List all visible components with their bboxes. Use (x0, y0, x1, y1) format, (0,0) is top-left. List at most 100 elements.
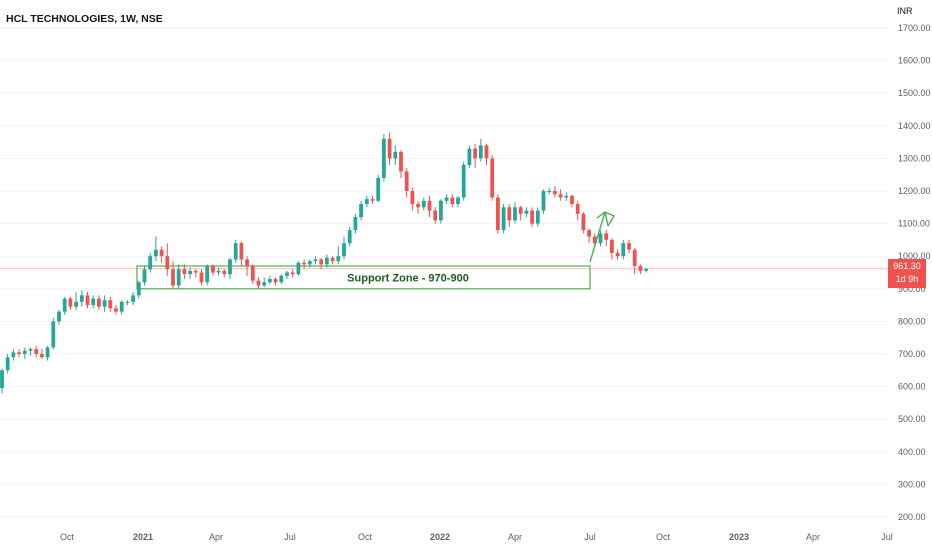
candle-up (74, 292, 78, 310)
candle-down (427, 195, 432, 218)
candle-down (604, 230, 609, 247)
candle-body (632, 249, 637, 266)
candle-down (222, 269, 227, 278)
candle-body (364, 199, 369, 205)
candle-body (40, 354, 44, 358)
x-tick-label: 2022 (430, 532, 450, 542)
candle-body (176, 269, 181, 286)
candle-up (313, 256, 318, 265)
currency-label: INR (897, 6, 913, 16)
candle-up (28, 347, 33, 356)
candle-body (216, 270, 221, 273)
candle-body (239, 243, 244, 260)
candle-down (85, 292, 90, 309)
candle-body (575, 204, 580, 214)
candle-body (142, 269, 147, 283)
candle-body (518, 207, 523, 214)
candle-body (524, 210, 529, 214)
candle-down (410, 187, 415, 211)
candle-down (193, 269, 198, 278)
candle-body (245, 259, 249, 266)
candle-down (302, 259, 306, 270)
candle-body (393, 151, 398, 159)
candle-down (490, 155, 495, 201)
candle-body (627, 243, 631, 250)
candle-up (353, 213, 358, 234)
candle-up (176, 264, 181, 289)
candle-body (5, 357, 10, 371)
candle-down (518, 205, 523, 221)
candle-up (478, 138, 483, 162)
candle-body (370, 199, 375, 201)
candle-body (193, 270, 198, 273)
y-tick-label: 1400.00 (898, 121, 931, 131)
candle-body (102, 300, 107, 307)
candle-up (285, 270, 289, 280)
candle-body (17, 352, 21, 354)
y-tick-label: 800.00 (898, 316, 926, 326)
candle-body (313, 259, 318, 262)
candle-down (404, 168, 409, 198)
candle-down (114, 305, 118, 315)
candle-up (456, 195, 460, 208)
candle-body (467, 148, 472, 165)
candle-body (484, 145, 489, 159)
candle-body (279, 275, 284, 283)
candle-down (399, 150, 403, 178)
candle-body (97, 298, 101, 307)
candle-body (199, 272, 204, 283)
candle-body (535, 210, 540, 224)
x-tick-label: Jul (584, 532, 596, 542)
candle-body (558, 194, 563, 198)
candle-down (199, 269, 204, 286)
candle-up (524, 207, 529, 218)
candle-down (581, 212, 586, 234)
candle-up (228, 257, 232, 280)
candle-up (154, 236, 158, 262)
candle-body (119, 301, 124, 312)
candle-up (79, 290, 84, 307)
x-tick-label: Oct (656, 532, 671, 542)
candle-body (268, 279, 272, 283)
x-tick-label: 2021 (133, 532, 153, 542)
candle-body (507, 207, 512, 221)
candle-up (461, 161, 466, 201)
support-zone: Support Zone - 970-900 (136, 265, 591, 290)
candle-up (91, 295, 96, 309)
candle-down (34, 345, 39, 358)
candle-body (490, 158, 495, 198)
candle-down (239, 241, 244, 266)
candle-up (119, 300, 124, 315)
candle-down (627, 239, 631, 253)
candle-body (382, 138, 386, 178)
candle-up (307, 259, 312, 268)
candle-body (285, 272, 289, 276)
candle-body (307, 261, 312, 265)
candle-body (22, 350, 27, 354)
candle-body (171, 269, 175, 286)
candle-body (444, 197, 449, 201)
candle-body (0, 370, 4, 389)
candle-body (250, 265, 255, 281)
candle-body (51, 321, 56, 348)
candle-body (570, 195, 574, 205)
candle-down (256, 277, 261, 289)
candle-body (211, 265, 215, 273)
y-tick-label: 900.00 (898, 284, 926, 294)
y-tick-label: 400.00 (898, 447, 926, 457)
candle-up (142, 265, 147, 286)
candle-body (473, 148, 477, 159)
candle-body (427, 200, 432, 211)
candle-body (273, 279, 278, 283)
candle-up (125, 300, 130, 306)
candle-body (68, 298, 73, 307)
candle-body (530, 210, 534, 224)
candle-up (296, 261, 301, 276)
x-tick-label: Apr (508, 532, 522, 542)
candle-body (85, 295, 90, 306)
candle-body (644, 268, 648, 271)
candle-up (564, 192, 569, 201)
candle-body (553, 191, 557, 195)
